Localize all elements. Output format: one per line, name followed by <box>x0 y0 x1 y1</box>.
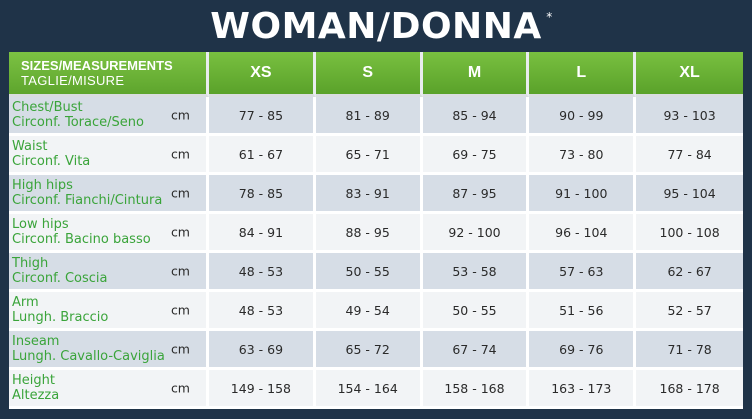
size-value-cell: 95 - 104 <box>636 175 743 214</box>
header-size-l: L <box>529 52 637 97</box>
header-size-xs: XS <box>209 52 316 97</box>
table-row: High hips Circonf. Fianchi/Cintura cm 78 - … <box>9 175 743 214</box>
size-value-cell: 91 - 100 <box>529 175 637 214</box>
measurement-name-en: Low hips <box>12 217 69 232</box>
size-value-cell: 100 - 108 <box>636 214 743 253</box>
size-value-cell: 50 - 55 <box>422 292 530 331</box>
measurement-unit: cm <box>170 146 190 162</box>
size-value-cell: 63 - 69 <box>209 331 316 370</box>
measurement-unit: cm <box>170 341 190 357</box>
size-value-cell: 77 - 84 <box>636 136 743 175</box>
measurement-unit: cm <box>170 107 190 123</box>
size-value-cell: 65 - 71 <box>315 136 423 175</box>
size-value-cell: 61 - 67 <box>209 136 316 175</box>
size-value-cell: 85 - 94 <box>422 97 530 136</box>
size-value-cell: 78 - 85 <box>209 175 316 214</box>
size-value-cell: 69 - 76 <box>529 331 637 370</box>
measurement-name-en: Chest/Bust <box>12 100 83 115</box>
measurement-label: Waist Circonf. Vita cm <box>9 136 209 175</box>
size-value-cell: 67 - 74 <box>422 331 530 370</box>
size-value-cell: 52 - 57 <box>636 292 743 331</box>
size-value-cell: 77 - 85 <box>209 97 316 136</box>
size-value-cell: 84 - 91 <box>209 214 316 253</box>
size-value-cell: 149 - 158 <box>209 370 316 409</box>
measurement-name-it: Altezza <box>12 388 60 403</box>
size-chart-table: SIZES/MEASUREMENTS TAGLIE/MISURE XS S M … <box>9 52 743 409</box>
size-value-cell: 65 - 72 <box>315 331 423 370</box>
size-value-cell: 158 - 168 <box>422 370 530 409</box>
measurement-label: Inseam Lungh. Cavallo-Caviglia cm <box>9 331 209 370</box>
header-size-s: S <box>315 52 423 97</box>
size-value-cell: 83 - 91 <box>315 175 423 214</box>
size-value-cell: 53 - 58 <box>422 253 530 292</box>
measurement-name-en: High hips <box>12 178 73 193</box>
header-label-en: SIZES/MEASUREMENTS <box>21 58 173 73</box>
size-value-cell: 154 - 164 <box>315 370 423 409</box>
size-value-cell: 168 - 178 <box>636 370 743 409</box>
page-title-text: WOMAN/DONNA <box>210 6 542 47</box>
size-value-cell: 88 - 95 <box>315 214 423 253</box>
measurement-name-en: Arm <box>12 295 39 310</box>
size-value-cell: 96 - 104 <box>529 214 637 253</box>
size-value-cell: 57 - 63 <box>529 253 637 292</box>
table-row: Low hips Circonf. Bacino basso cm 84 - 91 88… <box>9 214 743 253</box>
header-size-m: M <box>422 52 530 97</box>
measurement-name-en: Waist <box>12 139 48 154</box>
table-row: Inseam Lungh. Cavallo-Caviglia cm 63 - 69 65… <box>9 331 743 370</box>
measurement-unit: cm <box>170 263 190 279</box>
measurement-label: Chest/Bust Circonf. Torace/Seno cm <box>9 97 209 136</box>
title-asterisk: * <box>546 10 553 24</box>
size-value-cell: 81 - 89 <box>315 97 423 136</box>
title-bar: WOMAN/DONNA * <box>0 0 752 52</box>
size-value-cell: 71 - 78 <box>636 331 743 370</box>
measurement-label: Thigh Circonf. Coscia cm <box>9 253 209 292</box>
measurement-label: Low hips Circonf. Bacino basso cm <box>9 214 209 253</box>
size-value-cell: 48 - 53 <box>209 253 316 292</box>
table-row: Chest/Bust Circonf. Torace/Seno cm 77 - 85 8… <box>9 97 743 136</box>
measurement-label: Height Altezza cm <box>9 370 209 409</box>
measurement-name-it: Circonf. Bacino basso <box>12 232 151 247</box>
size-value-cell: 51 - 56 <box>529 292 637 331</box>
header-size-xl: XL <box>636 52 743 97</box>
page-title: WOMAN/DONNA * <box>210 6 552 47</box>
measurement-label: High hips Circonf. Fianchi/Cintura cm <box>9 175 209 214</box>
size-value-cell: 93 - 103 <box>636 97 743 136</box>
measurement-unit: cm <box>170 185 190 201</box>
table-row: Height Altezza cm 149 - 158 154 - 164 158 - 1… <box>9 370 743 409</box>
measurement-name-it: Lungh. Cavallo-Caviglia <box>12 349 165 364</box>
size-value-cell: 90 - 99 <box>529 97 637 136</box>
size-value-cell: 163 - 173 <box>529 370 637 409</box>
header-label-it: TAGLIE/MISURE <box>21 73 125 88</box>
size-value-cell: 69 - 75 <box>422 136 530 175</box>
measurement-name-en: Height <box>12 373 55 388</box>
size-value-cell: 87 - 95 <box>422 175 530 214</box>
header-measurements-label: SIZES/MEASUREMENTS TAGLIE/MISURE <box>9 52 209 97</box>
size-chart-header: SIZES/MEASUREMENTS TAGLIE/MISURE XS S M … <box>9 52 743 97</box>
measurement-name-it: Circonf. Fianchi/Cintura <box>12 193 163 208</box>
measurement-label: Arm Lungh. Braccio cm <box>9 292 209 331</box>
size-value-cell: 48 - 53 <box>209 292 316 331</box>
measurement-name-en: Thigh <box>12 256 49 271</box>
size-chart-body: Chest/Bust Circonf. Torace/Seno cm 77 - 85 8… <box>9 97 743 409</box>
table-row: Thigh Circonf. Coscia cm 48 - 53 50 - 55 53 -… <box>9 253 743 292</box>
measurement-name-it: Circonf. Coscia <box>12 271 108 286</box>
measurement-unit: cm <box>170 302 190 318</box>
table-row: Waist Circonf. Vita cm 61 - 67 65 - 71 69 - 7… <box>9 136 743 175</box>
size-value-cell: 62 - 67 <box>636 253 743 292</box>
measurement-name-it: Circonf. Vita <box>12 154 91 169</box>
size-value-cell: 73 - 80 <box>529 136 637 175</box>
measurement-name-it: Circonf. Torace/Seno <box>12 115 144 130</box>
measurement-unit: cm <box>170 224 190 240</box>
size-value-cell: 92 - 100 <box>422 214 530 253</box>
measurement-name-en: Inseam <box>12 334 60 349</box>
measurement-name-it: Lungh. Braccio <box>12 310 109 325</box>
size-value-cell: 49 - 54 <box>315 292 423 331</box>
size-value-cell: 50 - 55 <box>315 253 423 292</box>
measurement-unit: cm <box>170 380 190 396</box>
table-row: Arm Lungh. Braccio cm 48 - 53 49 - 54 50 - 55… <box>9 292 743 331</box>
